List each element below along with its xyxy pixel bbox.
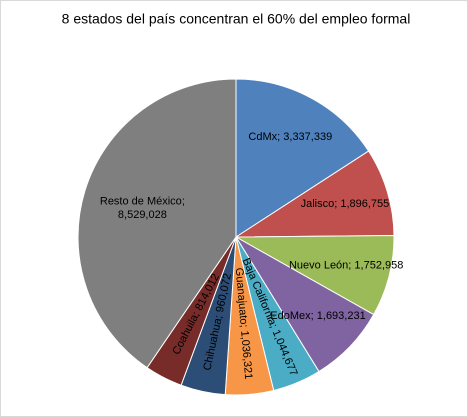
data-label: EdoMex; 1,693,231: [270, 310, 365, 322]
label-separator: ;: [348, 259, 354, 271]
value-label: 1,896,755: [340, 198, 389, 210]
label-separator: ;: [238, 324, 250, 331]
chart-title: 8 estados del país concentran el 60% del…: [62, 11, 411, 27]
category-label: Nuevo León: [289, 259, 348, 271]
label-separator: ;: [334, 198, 340, 210]
value-label: 8,529,028: [118, 209, 167, 221]
pie-slice: [235, 78, 370, 238]
value-label: 1,752,958: [354, 259, 403, 271]
data-label: Jalisco; 1,896,755: [301, 198, 390, 210]
data-label: Nuevo León; 1,752,958: [289, 259, 403, 271]
data-label: Resto de México; 8,529,028: [100, 195, 185, 220]
label-separator: ;: [311, 310, 317, 322]
label-separator: ;: [182, 195, 185, 207]
value-label: 1,693,231: [317, 310, 366, 322]
label-separator: ;: [190, 307, 203, 318]
category-label: Jalisco: [301, 198, 335, 210]
category-label: CdMx: [248, 131, 277, 143]
pie-slice: [234, 150, 395, 238]
data-label: CdMx; 3,337,339: [248, 131, 332, 143]
value-label: 3,337,339: [283, 131, 332, 143]
label-separator: ;: [213, 311, 226, 320]
category-label: Resto de México: [100, 195, 182, 207]
category-label: Guanajuato: [233, 267, 250, 325]
label-separator: ;: [277, 131, 283, 143]
pie: [77, 78, 395, 396]
label-separator: ;: [267, 322, 280, 332]
category-label: EdoMex: [270, 310, 311, 322]
data-label: Guanajuato; 1,036,321: [233, 267, 255, 380]
pie-slice: [77, 78, 237, 369]
value-label: 1,036,321: [238, 330, 254, 380]
